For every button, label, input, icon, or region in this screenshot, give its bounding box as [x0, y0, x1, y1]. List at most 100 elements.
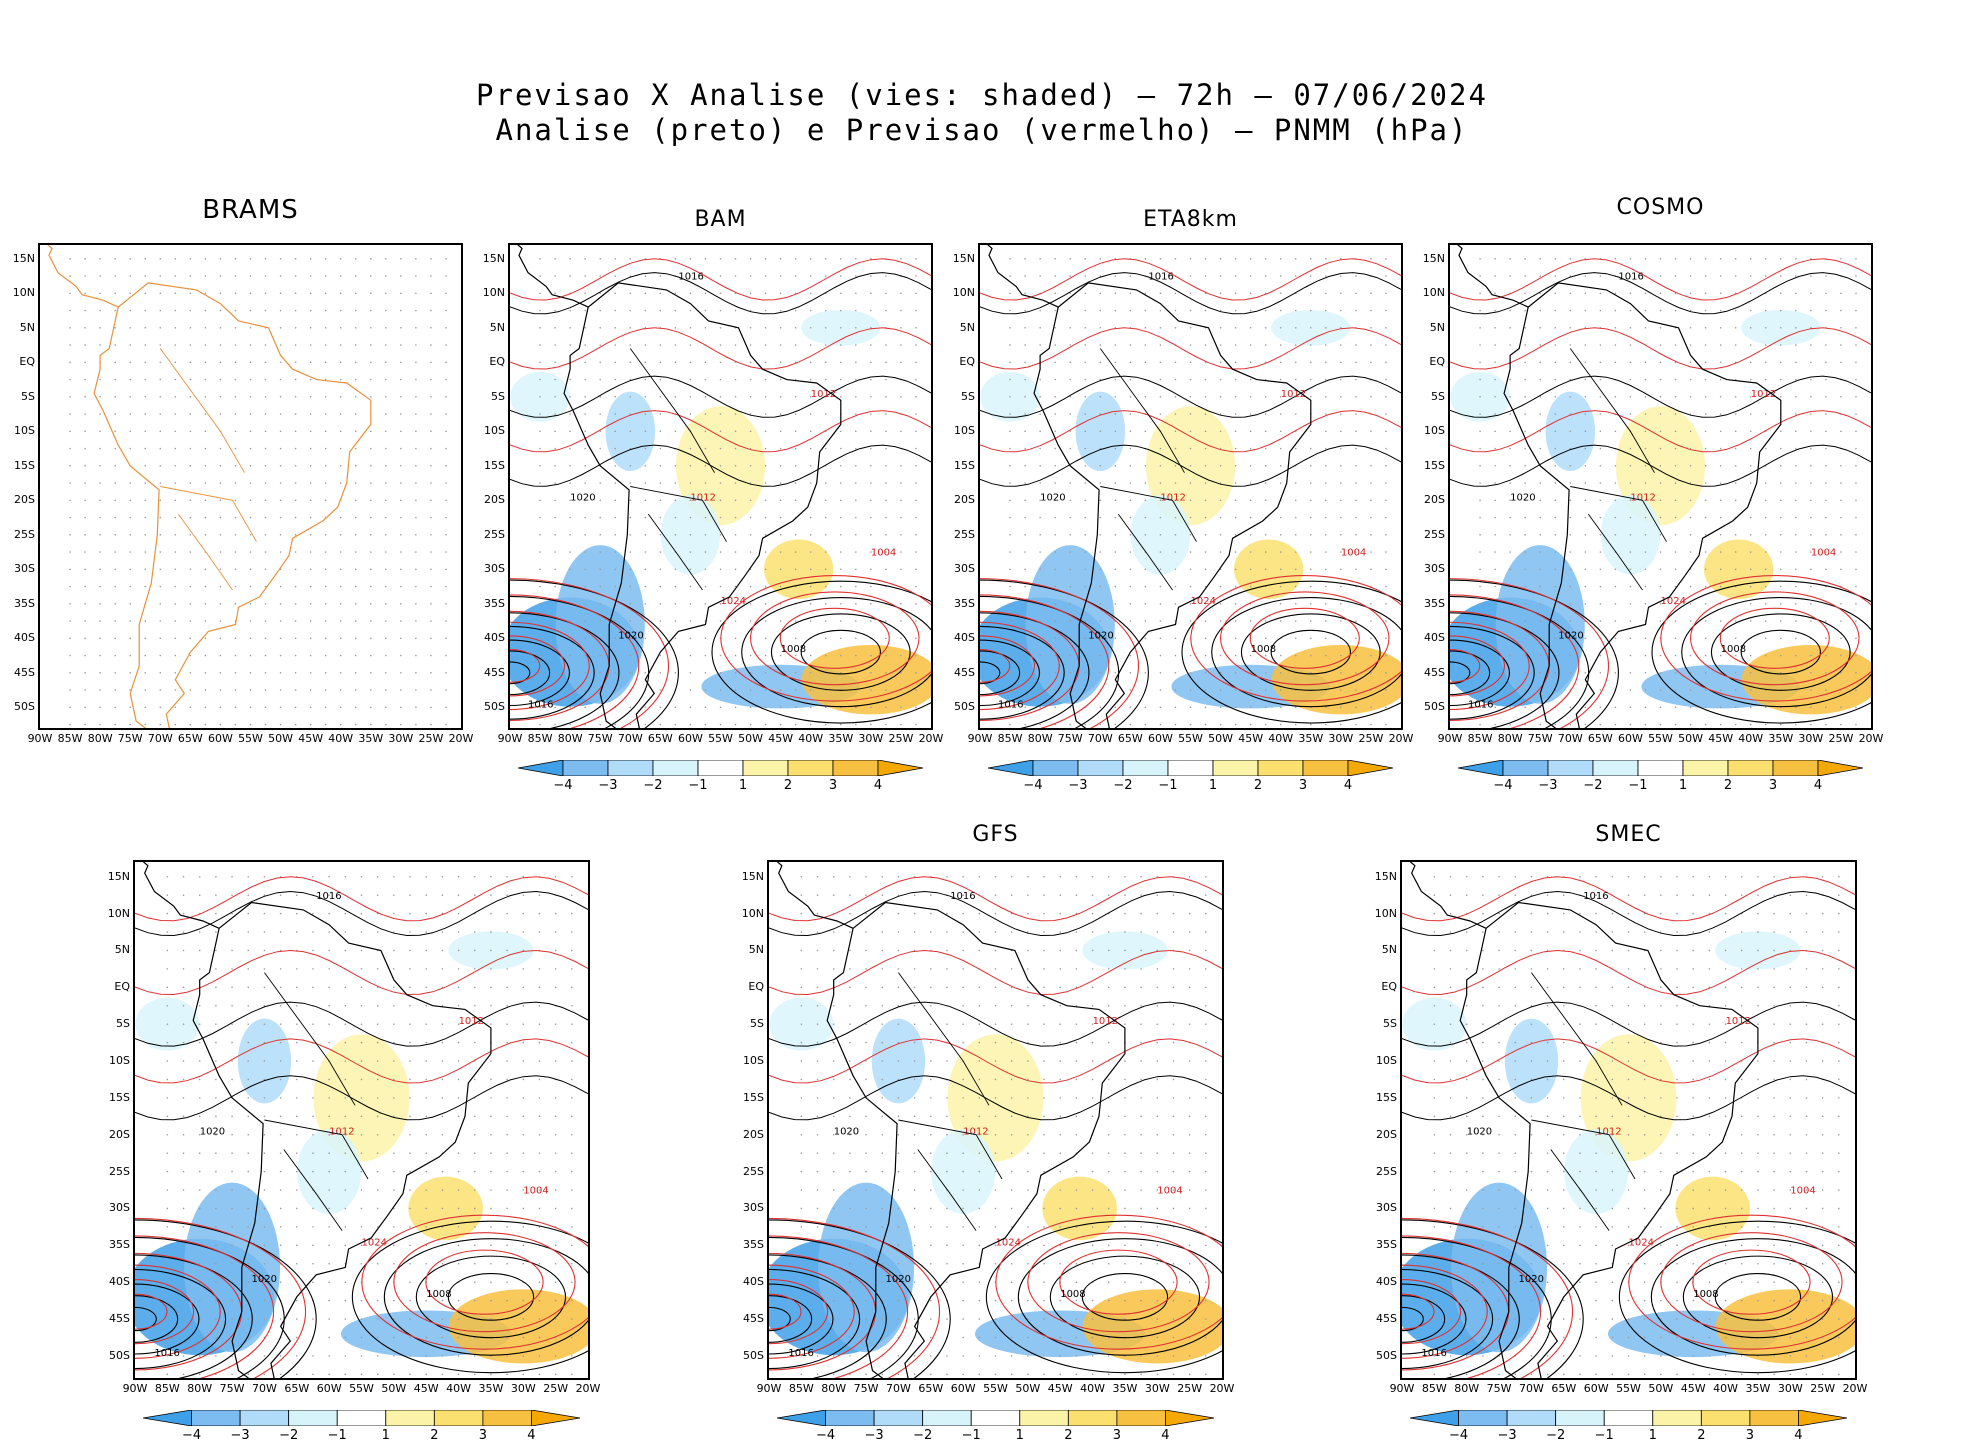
lat-tick-label: 20S	[943, 493, 975, 506]
colorbar	[518, 760, 923, 776]
colorbar-container	[143, 1410, 580, 1430]
lon-tick-label: 45W	[764, 732, 798, 745]
lat-tick-label: 25S	[1365, 1165, 1397, 1178]
colorbar-swatch	[1773, 760, 1818, 776]
lon-tick-label: 30W	[1794, 732, 1828, 745]
lon-tick-label: 80W	[183, 1382, 217, 1395]
lon-tick-label: 70W	[1514, 1382, 1548, 1395]
colorbar-swatch	[1348, 760, 1393, 776]
lon-tick-label: 90W	[493, 732, 527, 745]
colorbar-swatch	[386, 1410, 435, 1426]
lat-tick-label: EQ	[1413, 355, 1445, 368]
colorbar-swatch	[192, 1410, 241, 1426]
lat-tick-label: 15N	[473, 252, 505, 265]
forecast-contour-label: 1012	[1726, 1016, 1751, 1027]
lon-tick-label: 85W	[1417, 1382, 1451, 1395]
analysis-contour-label: 1020	[1518, 1274, 1543, 1285]
colorbar-swatch	[743, 760, 788, 776]
colorbar-swatch	[143, 1410, 192, 1426]
forecast-contour-label: 1012	[963, 1127, 988, 1138]
lon-tick-label: 45W	[1234, 732, 1268, 745]
lon-tick-label: 40W	[1709, 1382, 1743, 1395]
lat-tick-label: 35S	[1413, 597, 1445, 610]
lat-tick-label: 5S	[732, 1017, 764, 1030]
lat-tick-label: 5S	[1413, 390, 1445, 403]
lat-tick-label: 30S	[1365, 1201, 1397, 1214]
lat-tick-label: 10S	[943, 424, 975, 437]
lon-tick-label: 45W	[1043, 1382, 1077, 1395]
country-border	[160, 349, 244, 473]
lat-tick-label: 5S	[3, 390, 35, 403]
forecast-contour-label: 1004	[871, 548, 896, 559]
analysis-contour-label: 1008	[1060, 1289, 1085, 1300]
figure-title-line1: Previsao X Analise (vies: shaded) – 72h …	[0, 78, 1964, 112]
lon-tick-label: 60W	[673, 732, 707, 745]
lon-tick-label: 35W	[824, 732, 858, 745]
colorbar-label: 2	[775, 778, 801, 793]
colorbar-label: −4	[1490, 778, 1516, 793]
lat-tick-label: EQ	[98, 980, 130, 993]
lat-tick-label: 20S	[473, 493, 505, 506]
lon-tick-label: 75W	[113, 732, 147, 745]
lon-tick-label: 85W	[150, 1382, 184, 1395]
lat-tick-label: 5S	[943, 390, 975, 403]
colorbar-swatch	[698, 760, 743, 776]
colorbar-label: −1	[1155, 778, 1181, 793]
lon-tick-label: 85W	[523, 732, 557, 745]
colorbar-swatch	[1165, 1410, 1214, 1426]
lon-tick-label: 80W	[1450, 1382, 1484, 1395]
colorbar-swatch	[434, 1410, 483, 1426]
lon-tick-label: 80W	[553, 732, 587, 745]
coastline-central-america	[135, 862, 219, 928]
analysis-contour-label: 1016	[1618, 272, 1643, 283]
forecast-contour-label: 1004	[1790, 1186, 1815, 1197]
forecast-contour-label: 1012	[1596, 1127, 1621, 1138]
colorbar-label: 4	[865, 778, 891, 793]
lon-tick-label: 90W	[118, 1382, 152, 1395]
lon-tick-label: 80W	[1023, 732, 1057, 745]
lon-tick-label: 35W	[1741, 1382, 1775, 1395]
colorbar-label: 4	[1335, 778, 1361, 793]
lat-tick-label: 15S	[3, 459, 35, 472]
colorbar-label: 3	[1290, 778, 1316, 793]
lat-tick-label: EQ	[473, 355, 505, 368]
lat-tick-label: 30S	[943, 562, 975, 575]
lon-tick-label: 75W	[1482, 1382, 1516, 1395]
colorbar-label: 2	[1245, 778, 1271, 793]
colorbar-swatch	[1258, 760, 1303, 776]
lon-tick-label: 70W	[247, 1382, 281, 1395]
analysis-contour-label: 1020	[834, 1127, 859, 1138]
lon-tick-label: 30W	[1324, 732, 1358, 745]
analysis-contour-label: 1016	[316, 891, 341, 902]
lon-tick-label: 60W	[946, 1382, 980, 1395]
lon-tick-label: 80W	[817, 1382, 851, 1395]
lat-tick-label: EQ	[3, 355, 35, 368]
colorbar	[988, 760, 1393, 776]
lat-tick-label: 50S	[1365, 1349, 1397, 1362]
lat-tick-label: 15N	[1413, 252, 1445, 265]
lon-tick-label: 70W	[1083, 732, 1117, 745]
panel-title: ETA8km	[978, 207, 1403, 232]
lat-tick-label: 50S	[943, 700, 975, 713]
lat-tick-label: 35S	[732, 1238, 764, 1251]
lon-tick-label: 45W	[1704, 732, 1738, 745]
colorbar-swatch	[1728, 760, 1773, 776]
lon-tick-label: 75W	[1053, 732, 1087, 745]
figure-title-line2: Analise (preto) e Previsao (vermelho) – …	[0, 113, 1964, 147]
analysis-contour-label: 1020	[1088, 630, 1113, 641]
lon-tick-label: 40W	[1076, 1382, 1110, 1395]
lat-tick-label: 10N	[1365, 907, 1397, 920]
forecast-contour-label: 1024	[1191, 596, 1216, 607]
analysis-contour-label: 1016	[1148, 272, 1173, 283]
lat-tick-label: 15S	[473, 459, 505, 472]
lat-tick-label: 25S	[3, 528, 35, 541]
lon-tick-label: 35W	[474, 1382, 508, 1395]
forecast-contour-label: 1012	[1093, 1016, 1118, 1027]
lon-tick-label: 20W	[571, 1382, 605, 1395]
lon-tick-label: 40W	[1264, 732, 1298, 745]
lat-tick-label: 35S	[98, 1238, 130, 1251]
bias-shading-region	[1234, 540, 1303, 600]
lat-tick-label: 35S	[473, 597, 505, 610]
